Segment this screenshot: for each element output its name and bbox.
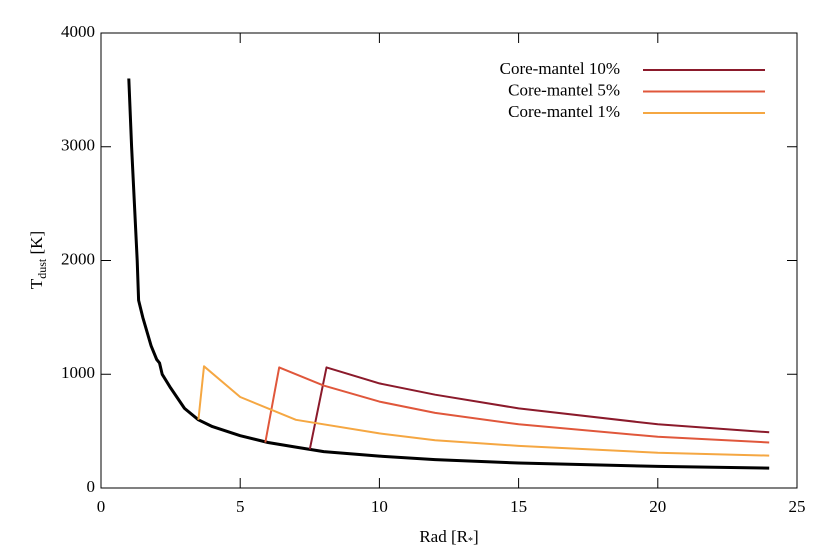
y-tick-label: 2000 <box>61 249 95 268</box>
x-label-sub: * <box>468 536 473 547</box>
y-tick-label: 0 <box>87 477 96 496</box>
y-axis-label: Tdust [K] <box>27 231 49 289</box>
legend-label: Core-mantel 5% <box>508 80 620 99</box>
y-label-main: T <box>27 278 46 289</box>
series-line <box>197 365 770 457</box>
y-tick-label: 4000 <box>61 22 95 41</box>
x-tick-label: 20 <box>649 497 666 516</box>
series-line <box>127 78 770 470</box>
x-label-end: ] <box>473 527 479 546</box>
x-tick-label: 5 <box>236 497 245 516</box>
plot-frame <box>100 32 798 489</box>
series-line <box>308 366 770 450</box>
x-tick-label: 10 <box>371 497 388 516</box>
x-tick-label: 25 <box>789 497 806 516</box>
legend-label: Core-mantel 1% <box>508 102 620 121</box>
legend-label: Core-mantel 10% <box>500 59 620 78</box>
y-label-end: [K] <box>27 231 46 259</box>
y-tick-label: 3000 <box>61 136 95 155</box>
y-tick-label: 1000 <box>61 363 95 382</box>
x-tick-label: 15 <box>510 497 527 516</box>
x-label-main: Rad [R <box>419 527 468 546</box>
y-label-sub: dust <box>35 258 49 279</box>
series-line <box>264 366 770 444</box>
x-axis-label: Rad [R*] <box>419 527 478 547</box>
x-tick-label: 0 <box>97 497 106 516</box>
